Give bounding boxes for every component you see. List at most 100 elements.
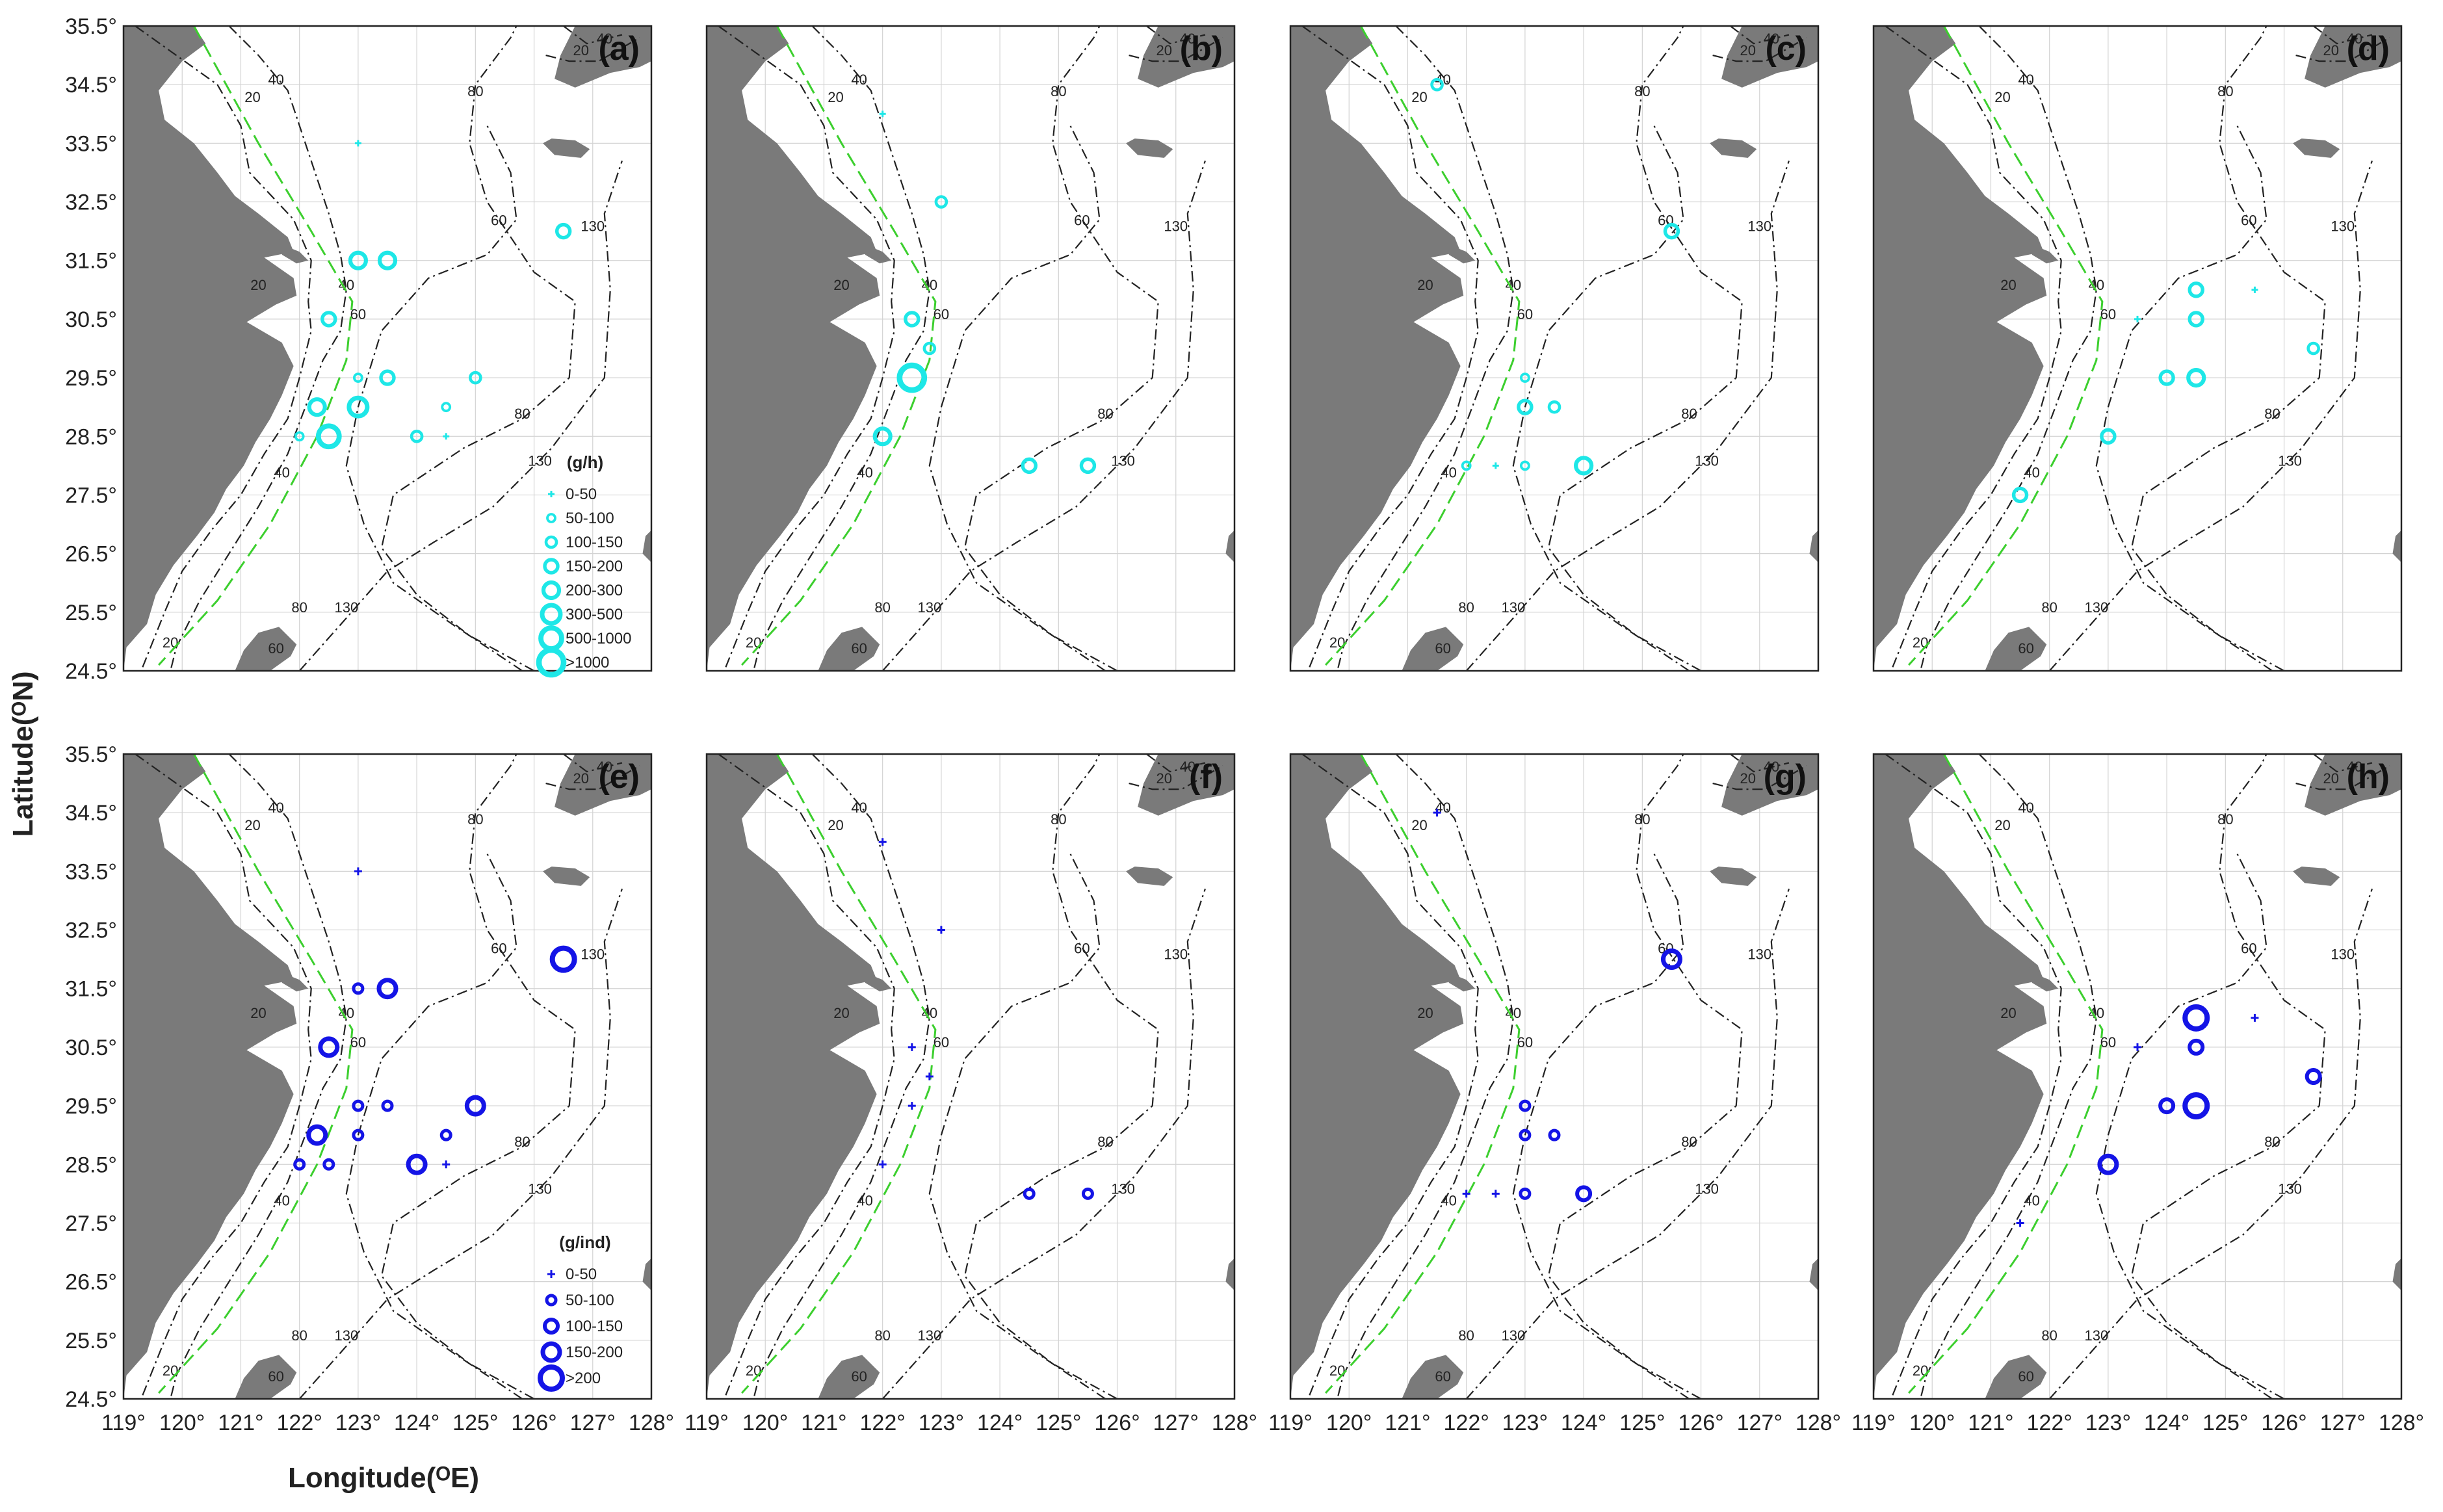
- y-tick-label: 31.5°: [65, 977, 117, 1002]
- isobath-label: 60: [350, 306, 366, 322]
- legend-class-label: 100-150: [566, 1318, 623, 1335]
- station-marker: [346, 395, 370, 419]
- land-area: [124, 754, 297, 1399]
- legend-marker: [541, 580, 562, 601]
- isobath-label: 130: [528, 452, 552, 469]
- land-area: [1225, 1258, 1235, 1291]
- land-area: [1985, 627, 2047, 671]
- legend-marker: [538, 1364, 565, 1392]
- isobath-line: [563, 754, 623, 773]
- x-tick-label: 123°: [335, 1411, 381, 1435]
- panel-label: (h): [2347, 758, 2390, 796]
- isobath-line: [345, 853, 523, 1399]
- station-marker: [1519, 1099, 1532, 1112]
- isobath-label: 40: [857, 1192, 872, 1208]
- isobath-label: 80: [1458, 599, 1474, 616]
- isobath-label: 130: [1747, 946, 1771, 963]
- isobath-label: 60: [350, 1034, 366, 1050]
- station-marker: [2158, 1097, 2176, 1115]
- legend-class-label: 150-200: [566, 1344, 623, 1361]
- isobath-label: 40: [597, 31, 612, 47]
- isobath-label: 130: [1111, 1180, 1135, 1197]
- legend-class-label: 100-150: [566, 534, 623, 551]
- station-marker: [2188, 281, 2204, 298]
- station-marker: [1660, 948, 1682, 971]
- panel-label: (g): [1764, 758, 1807, 796]
- station-marker: [1430, 77, 1444, 92]
- isobath-label: 80: [2041, 599, 2057, 616]
- isobath-label: 80: [1681, 1134, 1697, 1150]
- legend-title: (g/ind): [559, 1232, 610, 1252]
- station-marker: [878, 838, 887, 846]
- front-line: [740, 754, 937, 1394]
- x-tick-label: 122°: [2027, 1411, 2072, 1435]
- x-tick-label: 127°: [1737, 1411, 1783, 1435]
- x-tick-label: 119°: [1851, 1411, 1896, 1435]
- isobath-label: 40: [1180, 759, 1195, 775]
- station-marker: [1574, 456, 1594, 476]
- isobath-label: 130: [917, 599, 941, 616]
- isobath-label: 40: [268, 800, 283, 816]
- y-tick-label: 30.5°: [65, 307, 117, 332]
- isobath-label: 60: [2100, 1034, 2116, 1050]
- isobath-label: 130: [1501, 599, 1525, 616]
- land-area: [642, 530, 651, 563]
- legend-class-label: 500-1000: [566, 630, 631, 647]
- x-tick-label: 120°: [1909, 1411, 1955, 1435]
- station-marker: [937, 926, 945, 934]
- x-tick-label: 126°: [511, 1411, 556, 1435]
- isobath-line: [2313, 754, 2373, 773]
- isobath-label: 20: [1156, 42, 1171, 59]
- isobath-label: 80: [514, 1134, 530, 1150]
- isobath-line: [1920, 754, 2097, 1399]
- land-area: [2305, 26, 2401, 88]
- x-tick-label: 121°: [1968, 1411, 2013, 1435]
- x-tick-label: 121°: [801, 1411, 846, 1435]
- isobath-line: [1512, 853, 1690, 1399]
- station-marker: [1023, 1187, 1036, 1200]
- isobath-label: 20: [1417, 1005, 1433, 1021]
- isobath-label: 60: [1517, 1034, 1533, 1050]
- x-tick-label: 120°: [159, 1411, 205, 1435]
- station-marker: [318, 1036, 340, 1058]
- isobath-label: 20: [2323, 770, 2338, 787]
- isobath-label: 80: [874, 599, 890, 616]
- station-marker: [2100, 428, 2117, 445]
- isobath-line: [2048, 161, 2373, 671]
- station-marker: [2186, 367, 2206, 388]
- map-frame: [705, 25, 1236, 672]
- x-tick-label: 128°: [1796, 1411, 1841, 1435]
- front-line: [1324, 26, 1521, 666]
- land-area: [235, 1355, 297, 1399]
- y-tick-label: 34.5°: [65, 73, 117, 98]
- isobath-label: 20: [2000, 1005, 2016, 1021]
- x-tick-label: 126°: [2261, 1411, 2306, 1435]
- isobath-label: 60: [851, 1368, 867, 1385]
- x-tick-label: 127°: [1153, 1411, 1199, 1435]
- isobath-line: [380, 754, 576, 1399]
- station-marker: [934, 195, 948, 209]
- isobath-label: 60: [268, 1368, 283, 1385]
- land-area: [835, 234, 865, 246]
- y-tick-label: 26.5°: [65, 1270, 117, 1295]
- x-tick-label: 119°: [1268, 1411, 1313, 1435]
- station-marker: [1081, 1187, 1094, 1200]
- map-panel: 2020204040406060608080801301301302040(f)…: [685, 753, 1257, 1435]
- station-marker: [2188, 311, 2204, 328]
- isobath-label: 20: [1156, 770, 1171, 787]
- station-marker: [352, 1099, 365, 1112]
- isobath-label: 80: [1681, 406, 1697, 422]
- land-area: [1419, 962, 1449, 974]
- isobath-label: 60: [934, 306, 949, 322]
- station-marker: [406, 1153, 428, 1175]
- x-tick-label: 121°: [1385, 1411, 1430, 1435]
- station-marker: [1021, 457, 1038, 475]
- land-area: [1225, 530, 1235, 563]
- station-marker: [293, 1158, 306, 1171]
- land-area: [1721, 754, 1818, 816]
- station-marker: [2182, 1092, 2210, 1120]
- y-tick-label: 28.5°: [65, 424, 117, 449]
- station-marker: [549, 945, 577, 973]
- isobath-label: 40: [1441, 1192, 1456, 1208]
